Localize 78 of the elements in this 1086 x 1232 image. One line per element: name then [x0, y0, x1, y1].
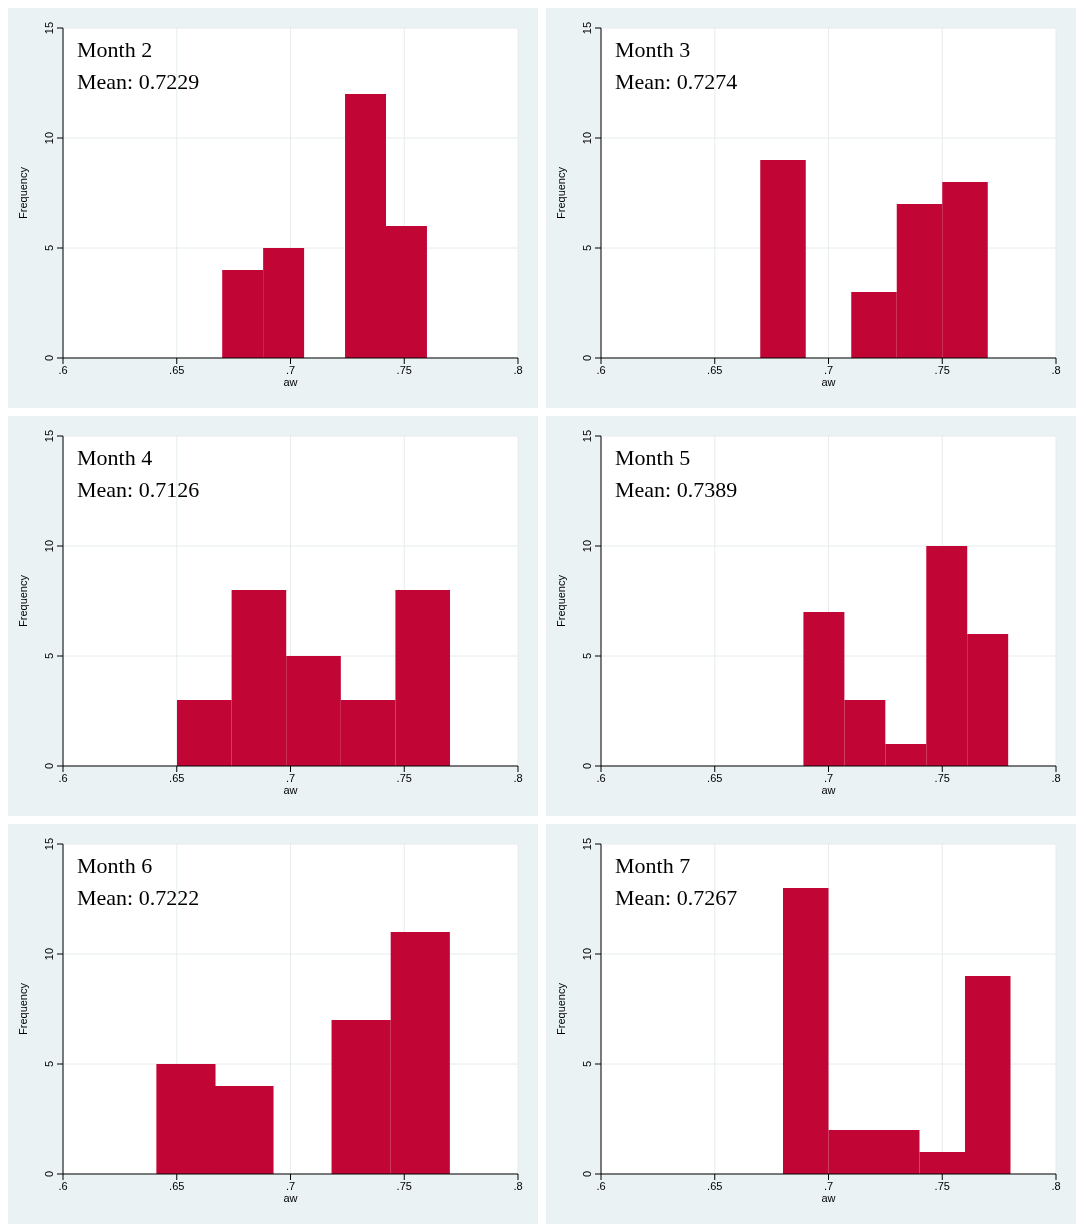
- y-tick-label: 5: [43, 1060, 55, 1068]
- y-tick-label: 15: [581, 429, 593, 443]
- y-axis-title: Frequency: [16, 574, 29, 627]
- chart-title: Month 3: [615, 36, 692, 64]
- annotation: Mean: 0.7267: [615, 884, 738, 912]
- y-tick-label: 15: [581, 837, 593, 851]
- chart-title: Month 5: [615, 444, 692, 472]
- x-tick-label: .75: [396, 771, 412, 784]
- annotation: Mean: 0.7274: [615, 68, 738, 96]
- x-tick-label: .8: [1051, 1179, 1061, 1192]
- x-tick-label: .7: [285, 771, 296, 784]
- x-axis-title: aw: [821, 1192, 836, 1204]
- x-tick-label: .75: [396, 363, 412, 376]
- y-tick-label: 5: [581, 244, 593, 252]
- annotation: Mean: 0.7222: [77, 884, 200, 912]
- x-tick-label: .75: [934, 1179, 950, 1192]
- y-tick-label: 10: [43, 131, 55, 145]
- annotation: Mean: 0.7389: [615, 476, 738, 504]
- y-tick-label: 0: [581, 354, 593, 362]
- annotation: Mean: 0.7126: [77, 476, 200, 504]
- y-tick-label: 15: [43, 21, 55, 35]
- y-tick-label: 15: [43, 837, 55, 851]
- x-tick-label: .7: [823, 363, 834, 376]
- y-tick-label: 5: [43, 244, 55, 252]
- chart-title: Month 2: [77, 36, 154, 64]
- x-tick-label: .8: [513, 1179, 523, 1192]
- x-tick-label: .65: [169, 363, 185, 376]
- y-tick-label: 0: [581, 762, 593, 770]
- x-tick-label: .8: [513, 771, 523, 784]
- y-tick-label: 0: [43, 354, 55, 362]
- x-tick-label: .6: [58, 771, 68, 784]
- chart-title: Month 7: [615, 852, 692, 880]
- x-axis-title: aw: [821, 784, 836, 796]
- y-tick-label: 15: [43, 429, 55, 443]
- x-tick-label: .7: [285, 1179, 296, 1192]
- y-axis-title: Frequency: [554, 982, 567, 1035]
- y-tick-label: 0: [581, 1170, 593, 1178]
- x-tick-label: .8: [513, 363, 523, 376]
- y-tick-label: 0: [43, 1170, 55, 1178]
- x-tick-label: .65: [169, 1179, 185, 1192]
- annotation: Mean: 0.7229: [77, 68, 200, 96]
- x-axis-title: aw: [283, 376, 298, 388]
- y-tick-label: 5: [581, 1060, 593, 1068]
- x-tick-label: .6: [58, 1179, 68, 1192]
- x-tick-label: .65: [707, 771, 723, 784]
- x-tick-label: .6: [58, 363, 68, 376]
- x-tick-label: .75: [396, 1179, 412, 1192]
- x-tick-label: .65: [169, 771, 185, 784]
- x-tick-label: .65: [707, 363, 723, 376]
- x-axis-title: aw: [283, 784, 298, 796]
- y-axis-title: Frequency: [554, 574, 567, 627]
- y-tick-label: 5: [43, 652, 55, 660]
- x-tick-label: .75: [934, 771, 950, 784]
- y-tick-label: 10: [581, 539, 593, 553]
- x-axis-title: aw: [821, 376, 836, 388]
- x-tick-label: .65: [707, 1179, 723, 1192]
- y-tick-label: 10: [43, 539, 55, 553]
- y-tick-label: 10: [581, 131, 593, 145]
- x-tick-label: .8: [1051, 771, 1061, 784]
- x-tick-label: .7: [823, 1179, 834, 1192]
- x-tick-label: .6: [596, 363, 606, 376]
- x-tick-label: .6: [596, 771, 606, 784]
- x-tick-label: .6: [596, 1179, 606, 1192]
- chart-title: Month 4: [77, 444, 154, 472]
- y-tick-label: 5: [581, 652, 593, 660]
- x-axis-title: aw: [283, 1192, 298, 1204]
- x-tick-label: .75: [934, 363, 950, 376]
- x-tick-label: .7: [285, 363, 296, 376]
- x-tick-label: .7: [823, 771, 834, 784]
- y-axis-title: Frequency: [554, 166, 567, 219]
- y-axis-title: Frequency: [16, 166, 29, 219]
- chart-title: Month 6: [77, 852, 154, 880]
- y-tick-label: 0: [43, 762, 55, 770]
- x-tick-label: .8: [1051, 363, 1061, 376]
- y-tick-label: 10: [43, 947, 55, 961]
- y-tick-label: 15: [581, 21, 593, 35]
- y-axis-title: Frequency: [16, 982, 29, 1035]
- y-tick-label: 10: [581, 947, 593, 961]
